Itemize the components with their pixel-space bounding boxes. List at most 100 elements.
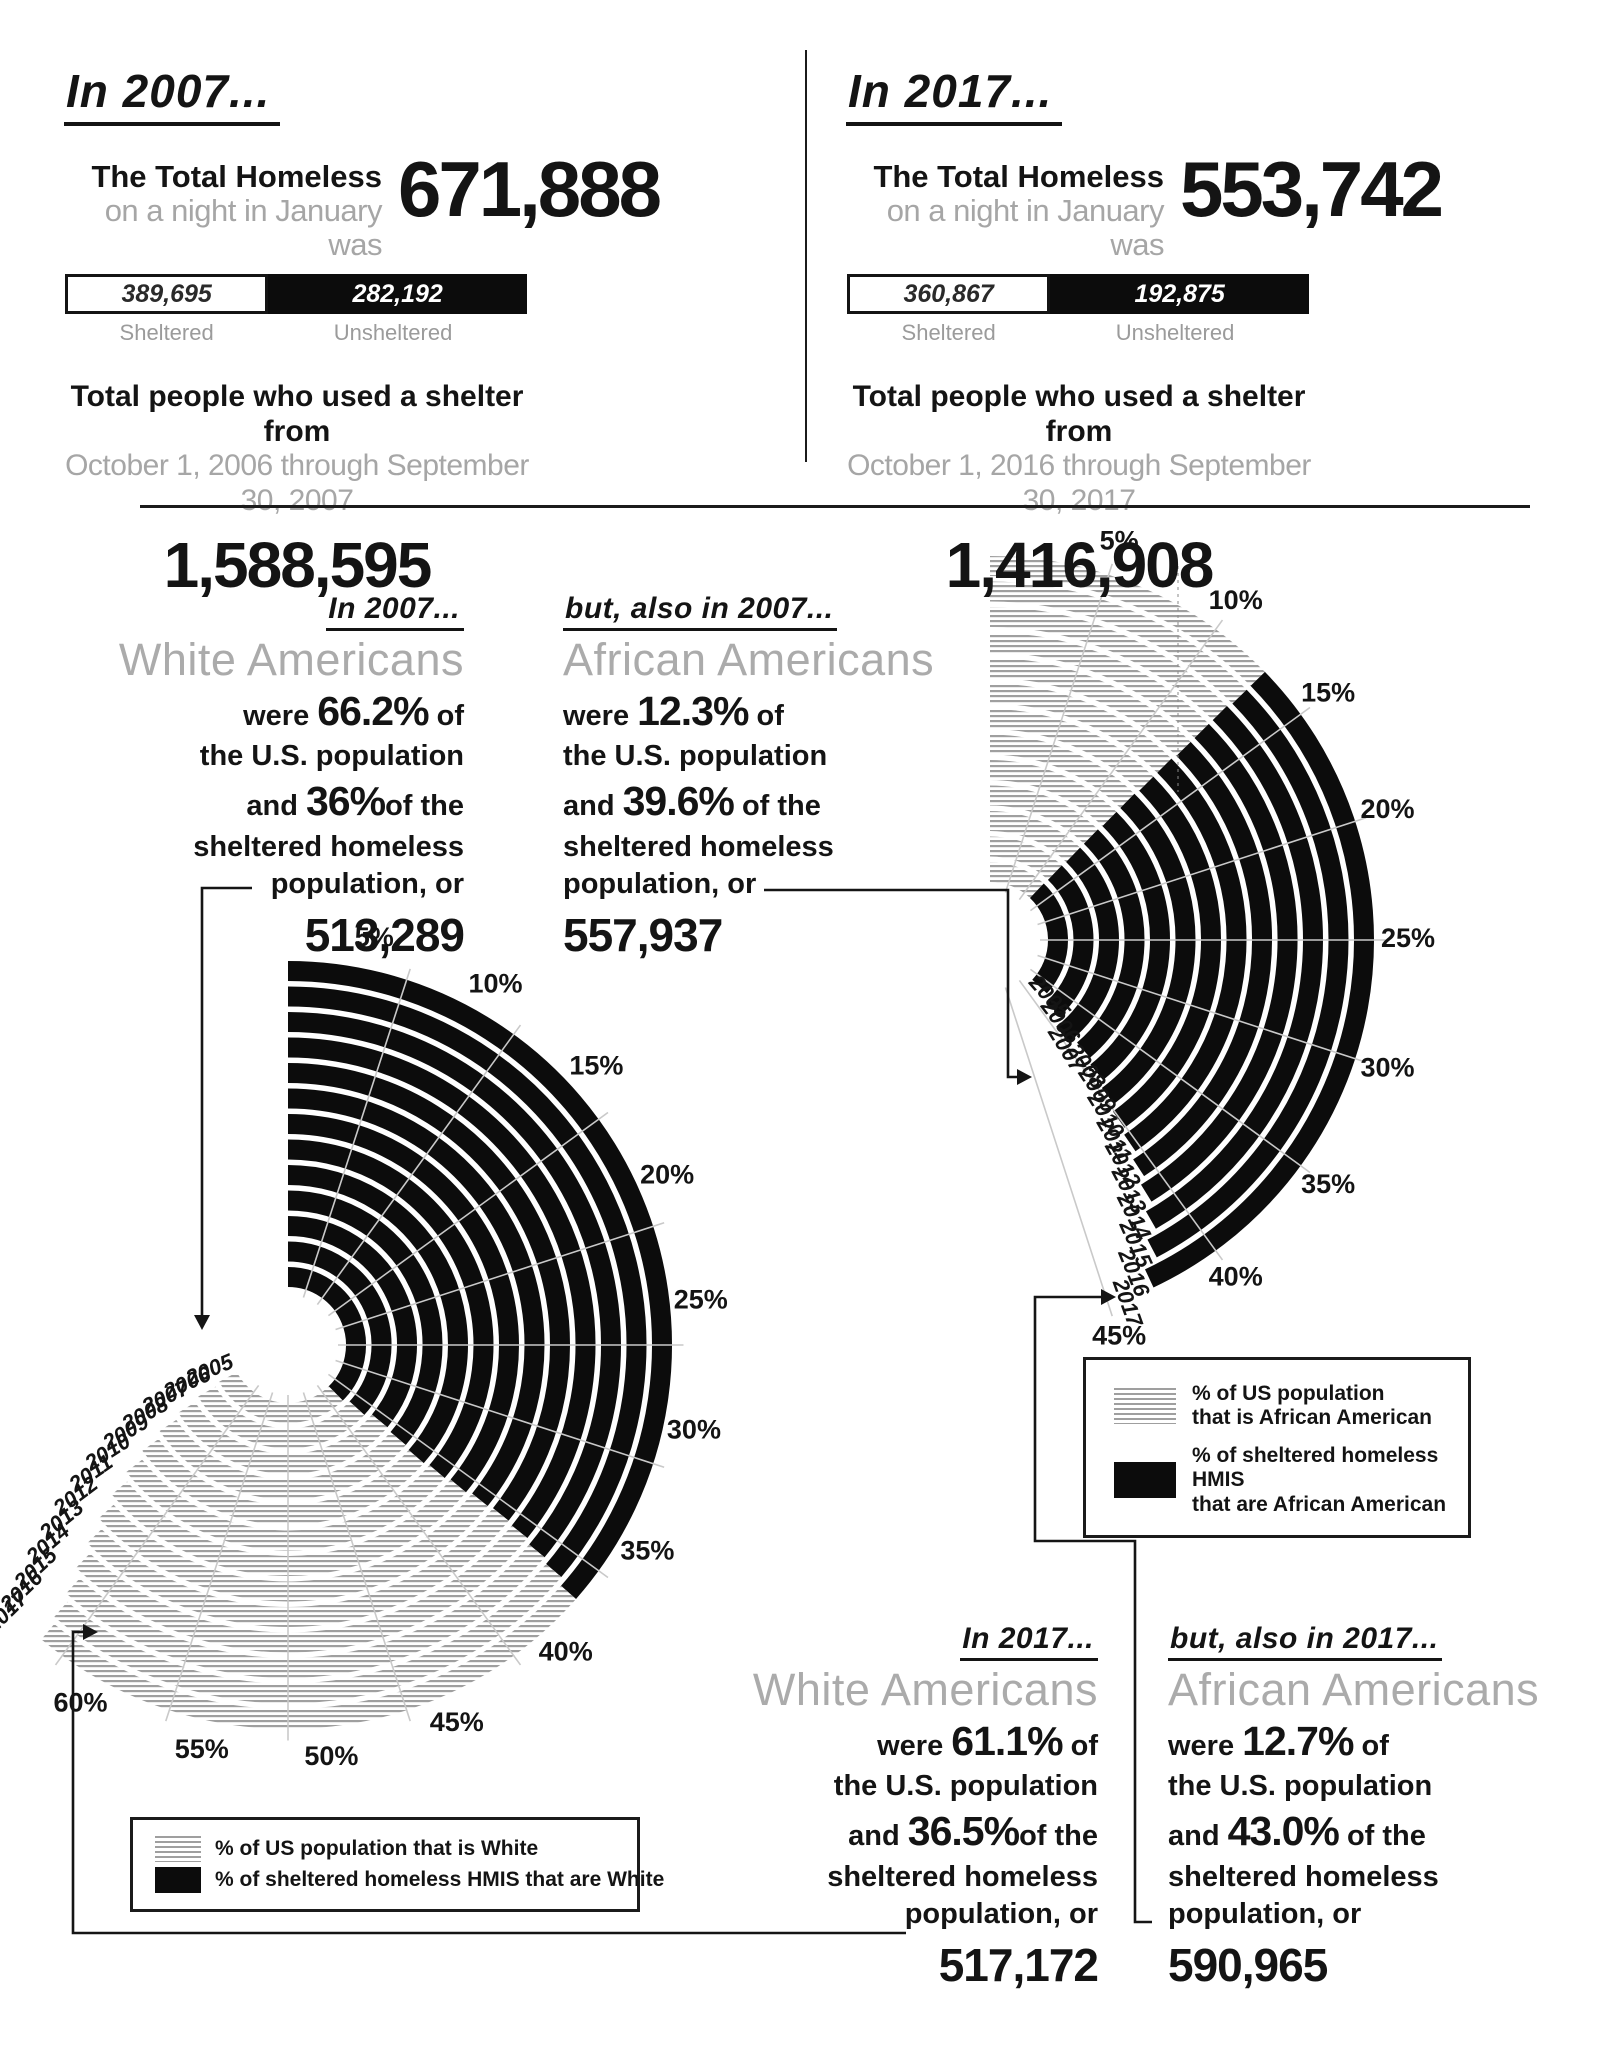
story-word: of [1070, 1729, 1098, 1762]
gridline-30 [335, 1359, 665, 1468]
story-aa-2007: but, also in 2007... African Americans w… [563, 592, 971, 962]
tick-label-35: 35% [1301, 1169, 1355, 1199]
legend-african-american: % of US population that is African Americ… [1083, 1357, 1471, 1538]
shelter-used-line2: October 1, 2016 through September 30, 20… [847, 449, 1311, 517]
shelter-used-line2: October 1, 2006 through September 30, 20… [65, 449, 529, 517]
total-homeless-number-2017: 553,742 [1180, 145, 1444, 233]
ring-2011-seg0 [989, 709, 1154, 791]
ring-2010-seg0 [989, 734, 1135, 809]
tick-label-20: 20% [640, 1159, 694, 1189]
header-2007: In 2007... The Total Homeless on a night… [60, 58, 772, 602]
story-word: and [563, 790, 615, 823]
legend-row: % of sheltered homeless HMIS that are Afr… [1100, 1444, 1454, 1516]
tick-label-45: 45% [430, 1707, 484, 1737]
tick-label-5: 5% [1100, 526, 1139, 556]
total-homeless-number-2007: 671,888 [398, 145, 662, 233]
connector-557937-to-2007 [764, 888, 1020, 1079]
pct-sheltered: 36.5% [907, 1808, 1020, 1855]
ring-2012-seg1 [1124, 758, 1247, 1152]
ring-2017-seg1 [1144, 671, 1374, 1288]
tick-label-40: 40% [539, 1637, 593, 1667]
tick-label-40: 40% [1209, 1261, 1263, 1291]
story-line: sheltered homeless [563, 830, 834, 863]
tick-label-60: 60% [53, 1688, 107, 1718]
story-line: sheltered homeless [193, 830, 464, 863]
legend-text: that is African American [1192, 1406, 1433, 1430]
ring-2011-seg1 [1112, 776, 1221, 1128]
story-word: of the [1019, 1820, 1098, 1853]
ring-2011-seg0 [287, 1114, 519, 1493]
gridline-45 [302, 1392, 411, 1722]
total-homeless-sublabel: on a night in January was [104, 193, 383, 263]
tick-label-15: 15% [569, 1050, 623, 1080]
tick-label-10: 10% [468, 969, 522, 999]
tick-label-15: 15% [1301, 677, 1355, 707]
legend-row: % of US population that is White [145, 1836, 625, 1862]
story-intro: In 2017... [960, 1622, 1098, 1661]
tick-label-25: 25% [674, 1285, 728, 1315]
tick-label-20: 20% [1361, 794, 1415, 824]
story-line: the U.S. population [563, 739, 828, 772]
legend-text: % of sheltered homeless HMIS that are Wh… [215, 1867, 665, 1891]
connector-557937-to-2007-arrowhead-icon [1017, 1069, 1032, 1085]
shelter-used-total-2017: 1,416,908 [945, 529, 1215, 602]
gridline-20 [1037, 817, 1367, 926]
tick-label-25: 25% [1381, 923, 1435, 953]
story-word: of [436, 699, 464, 732]
header-separator-rule [140, 505, 1530, 508]
ring-2010-seg0 [287, 1139, 494, 1478]
story-line: the U.S. population [199, 739, 464, 772]
gridline-5 [302, 968, 411, 1298]
story-value-513289: 513,289 [304, 909, 465, 962]
tick-label-5: 5% [355, 922, 394, 952]
ring-2009-seg0 [989, 760, 1117, 827]
pct-us-population: 61.1% [951, 1717, 1063, 1764]
gridline-5 [1004, 563, 1113, 893]
ring-2012-seg1 [98, 1493, 488, 1602]
story-value-590965: 590,965 [1168, 1939, 1328, 1992]
ring-2017-seg1 [41, 1585, 577, 1729]
story-word: of [1361, 1729, 1389, 1762]
shelter-usage-2007: Total people who used a shelter from Oct… [60, 380, 534, 602]
story-value-557937: 557,937 [563, 909, 723, 962]
ring-2016-seg1 [54, 1564, 562, 1704]
gridline-40 [316, 1384, 522, 1666]
gridline-30 [1037, 954, 1367, 1063]
unsheltered-segment: 282,192 [268, 274, 527, 315]
legend-text: % of US population [1192, 1382, 1385, 1405]
story-line: sheltered homeless [827, 1860, 1098, 1893]
ring-2017-seg0 [287, 961, 672, 1599]
story-word: of [756, 699, 784, 732]
ring-2006-seg1 [198, 1386, 365, 1449]
story-line: the U.S. population [833, 1769, 1098, 1802]
era-title-2017: In 2017... [846, 64, 1063, 126]
tick-label-35: 35% [620, 1536, 674, 1566]
gridline-35 [327, 1373, 609, 1579]
story-group-name: White Americans [118, 634, 464, 685]
connector-513289-to-2005 [200, 886, 252, 1318]
ring-2015-seg0 [287, 1012, 621, 1558]
ring-2006-seg0 [287, 1241, 392, 1415]
gridline-10 [316, 1024, 522, 1306]
ring-2005-seg1 [1029, 883, 1068, 994]
solid-swatch-icon [155, 1867, 201, 1893]
solid-swatch-icon [1114, 1462, 1176, 1499]
shelter-usage-2017: Total people who used a shelter from Oct… [842, 380, 1316, 602]
ring-2013-seg1 [1133, 741, 1272, 1177]
connector-lines [71, 886, 1152, 1935]
radial-chart-african-american: 5%10%15%20%25%30%35%40%45%20052006200720… [989, 526, 1435, 1351]
ring-2014-seg0 [989, 632, 1209, 738]
unsheltered-label: Unsheltered [1115, 320, 1235, 346]
ring-2008-seg0 [989, 785, 1098, 844]
story-line: population, or [563, 868, 757, 901]
connector-2017-to-590965 [1033, 1295, 1152, 1924]
connector-2017-to-590965-arrowhead-icon [1101, 1289, 1116, 1305]
total-homeless-sublabel: on a night in January was [886, 193, 1165, 263]
pct-us-population: 12.3% [637, 687, 749, 734]
ring-2010-seg1 [1101, 793, 1196, 1104]
ring-2014-seg0 [287, 1037, 596, 1539]
story-word: were [877, 1729, 944, 1762]
story-word: were [1168, 1729, 1235, 1762]
ring-2007-seg1 [1056, 847, 1119, 1043]
story-group-name: African Americans [563, 634, 935, 685]
